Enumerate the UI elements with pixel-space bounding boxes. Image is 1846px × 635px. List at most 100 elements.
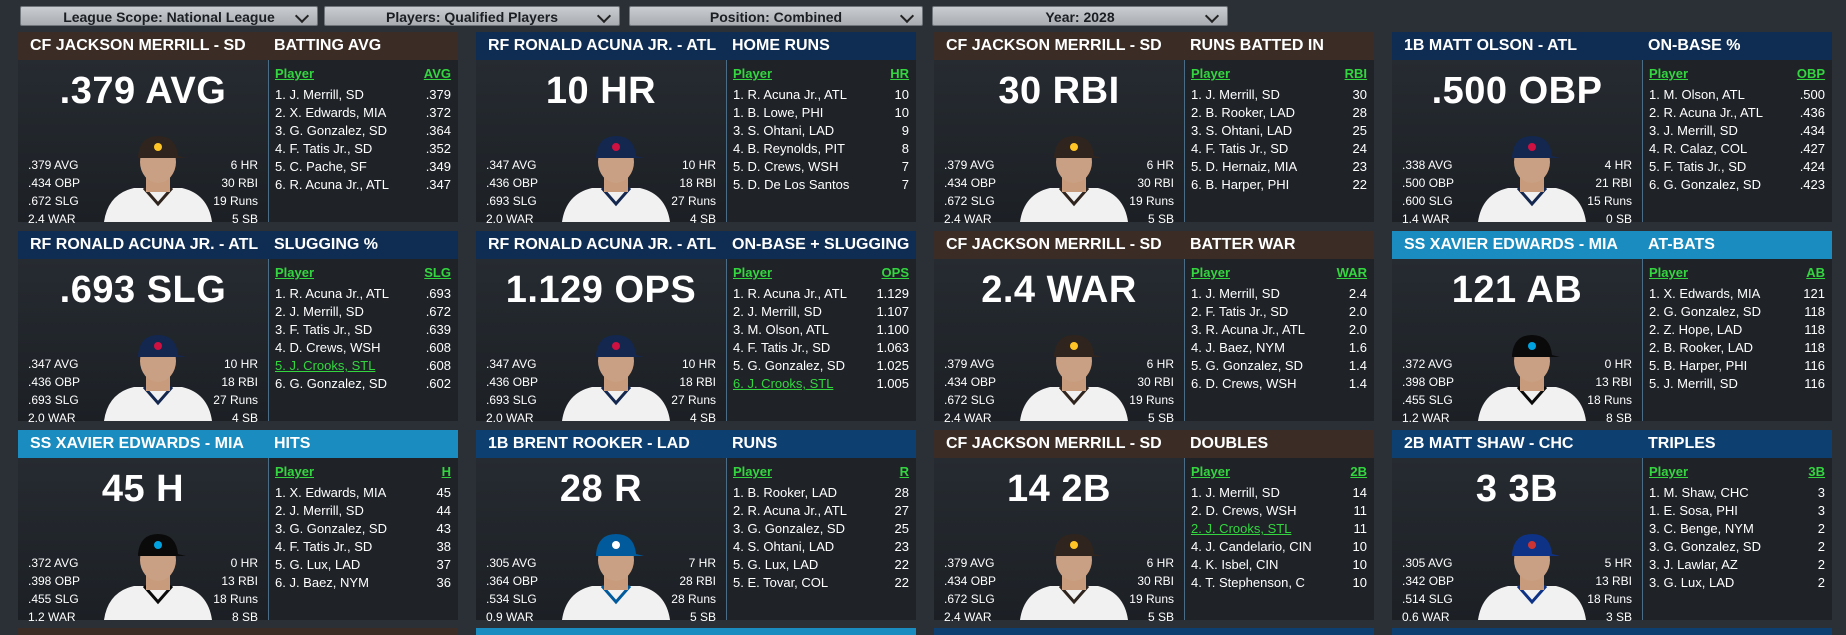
- leaderboard-row[interactable]: 1. J. Merrill, SD 2.4: [1185, 285, 1375, 303]
- leaderboard-row[interactable]: 2. R. Acuna Jr., ATL .436: [1643, 104, 1833, 122]
- leaderboard-row[interactable]: 2. R. Acuna Jr., ATL 27: [727, 502, 917, 520]
- leaderboard-row[interactable]: 5. D. Crews, WSH 7: [727, 158, 917, 176]
- leaderboard-row[interactable]: 4. R. Calaz, COL .427: [1643, 140, 1833, 158]
- row-player[interactable]: 5. J. Crooks, STL: [275, 358, 376, 373]
- leaderboard-row[interactable]: 1. R. Acuna Jr., ATL .693: [269, 285, 459, 303]
- player-column-header[interactable]: Player: [733, 464, 773, 479]
- leaderboard-row[interactable]: 2. D. Crews, WSH 11: [1185, 502, 1375, 520]
- leaderboard-row[interactable]: 1. R. Acuna Jr., ATL 10: [727, 86, 917, 104]
- player-name[interactable]: CF JACKSON MERRILL - SD: [946, 37, 1162, 54]
- leaderboard-row[interactable]: 1. E. Sosa, PHI 3: [1643, 502, 1833, 520]
- leaderboard-row[interactable]: 5. G. Gonzalez, SD 1.025: [727, 357, 917, 375]
- player-name[interactable]: RF RONALD ACUNA JR. - ATL: [488, 236, 717, 253]
- leader-card[interactable]: 1B MATT OLSON - ATL ON-BASE % .500 OBP .338…: [1392, 32, 1833, 226]
- leaderboard-row[interactable]: 6. G. Gonzalez, SD .602: [269, 375, 459, 393]
- stat-column-header[interactable]: R: [899, 464, 909, 479]
- leaderboard-row[interactable]: 4. F. Tatis Jr., SD .352: [269, 140, 459, 158]
- leader-card[interactable]: CF JACKSON MERRILL - SD RUNS BATTED IN 30 …: [934, 32, 1375, 226]
- leaderboard-row[interactable]: 3. S. Ohtani, LAD 9: [727, 122, 917, 140]
- leaderboard-row[interactable]: 5. G. Lux, LAD 37: [269, 556, 459, 574]
- player-name[interactable]: RF RONALD ACUNA JR. - ATL: [30, 236, 259, 253]
- leaderboard-row[interactable]: 4. T. Stephenson, C 10: [1185, 574, 1375, 592]
- player-name[interactable]: CF JACKSON MERRILL - SD: [946, 236, 1162, 253]
- leader-card[interactable]: RF RONALD ACUNA JR. - ATL HOME RUNS 10 HR.…: [476, 32, 917, 226]
- stat-column-header[interactable]: WAR: [1336, 265, 1367, 280]
- leaderboard-row[interactable]: 1. J. Merrill, SD .379: [269, 86, 459, 104]
- leaderboard-row[interactable]: 2. X. Edwards, MIA .372: [269, 104, 459, 122]
- leader-card[interactable]: 1B BRENT ROOKER - LAD RUNS 28 R .305 AVG .36…: [476, 430, 917, 624]
- leaderboard-row[interactable]: 2. G. Gonzalez, SD 118: [1643, 303, 1833, 321]
- player-name[interactable]: SS XAVIER EDWARDS - MIA: [30, 435, 244, 452]
- player-column-header[interactable]: Player: [1649, 265, 1689, 280]
- player-column-header[interactable]: Player: [275, 66, 315, 81]
- leaderboard-row[interactable]: 2. J. Merrill, SD 1.107: [727, 303, 917, 321]
- player-name[interactable]: 2B MATT SHAW - CHC: [1404, 435, 1574, 452]
- leaderboard-row[interactable]: 3. F. Tatis Jr., SD .639: [269, 321, 459, 339]
- leaderboard-row[interactable]: 5. F. Tatis Jr., SD .424: [1643, 158, 1833, 176]
- player-column-header[interactable]: Player: [733, 265, 773, 280]
- player-name[interactable]: 1B MATT OLSON - ATL: [1404, 37, 1578, 54]
- leaderboard-row[interactable]: 5. B. Harper, PHI 116: [1643, 357, 1833, 375]
- player-column-header[interactable]: Player: [1191, 265, 1231, 280]
- row-player[interactable]: 6. J. Crooks, STL: [733, 376, 834, 391]
- player-column-header[interactable]: Player: [1191, 66, 1231, 81]
- leaderboard-row[interactable]: 2. Z. Hope, LAD 118: [1643, 321, 1833, 339]
- stat-column-header[interactable]: OPS: [881, 265, 909, 280]
- leaderboard-row[interactable]: 5. J. Merrill, SD 116: [1643, 375, 1833, 393]
- stat-column-header[interactable]: 2B: [1350, 464, 1367, 479]
- stat-column-header[interactable]: 3B: [1808, 464, 1825, 479]
- leaderboard-row[interactable]: 5. G. Lux, LAD 22: [727, 556, 917, 574]
- leaderboard-row[interactable]: 2. J. Merrill, SD .672: [269, 303, 459, 321]
- leaderboard-row[interactable]: 4. K. Isbel, CIN 10: [1185, 556, 1375, 574]
- leaderboard-row[interactable]: 3. S. Ohtani, LAD 25: [1185, 122, 1375, 140]
- leaderboard-row[interactable]: 2. F. Tatis Jr., SD 2.0: [1185, 303, 1375, 321]
- leaderboard-row[interactable]: 3. G. Gonzalez, SD .364: [269, 122, 459, 140]
- leaderboard-row[interactable]: 3. R. Acuna Jr., ATL 2.0: [1185, 321, 1375, 339]
- year-dropdown[interactable]: Year: 2028: [932, 6, 1228, 26]
- leader-card[interactable]: RF RONALD ACUNA JR. - ATL ON-BASE + SLUGG…: [476, 231, 917, 425]
- player-column-header[interactable]: Player: [275, 464, 315, 479]
- leaderboard-row[interactable]: 4. D. Crews, WSH .608: [269, 339, 459, 357]
- leaderboard-row[interactable]: 6. D. Crews, WSH 1.4: [1185, 375, 1375, 393]
- leader-card[interactable]: 2B MATT SHAW - CHC TRIPLES 3 3B .305 AVG .34…: [1392, 430, 1833, 624]
- leaderboard-row[interactable]: 6. G. Gonzalez, SD .423: [1643, 176, 1833, 194]
- stat-column-header[interactable]: HR: [890, 66, 909, 81]
- leaderboard-row[interactable]: 3. M. Olson, ATL 1.100: [727, 321, 917, 339]
- leaderboard-row[interactable]: 1. M. Olson, ATL .500: [1643, 86, 1833, 104]
- leaderboard-row[interactable]: 4. B. Reynolds, PIT 8: [727, 140, 917, 158]
- position-dropdown[interactable]: Position: Combined: [629, 6, 923, 26]
- stat-column-header[interactable]: H: [441, 464, 451, 479]
- stat-column-header[interactable]: RBI: [1344, 66, 1367, 81]
- leaderboard-row[interactable]: 3. J. Merrill, SD .434: [1643, 122, 1833, 140]
- leaderboard-row[interactable]: 4. S. Ohtani, LAD 23: [727, 538, 917, 556]
- leaderboard-row[interactable]: 1. B. Rooker, LAD 28: [727, 484, 917, 502]
- leaderboard-row[interactable]: 5. D. Hernaiz, MIA 23: [1185, 158, 1375, 176]
- leaderboard-row[interactable]: 3. G. Gonzalez, SD 25: [727, 520, 917, 538]
- leaderboard-row[interactable]: 2. B. Rooker, LAD 28: [1185, 104, 1375, 122]
- leaderboard-row[interactable]: 6. B. Harper, PHI 22: [1185, 176, 1375, 194]
- stat-column-header[interactable]: SLG: [424, 265, 451, 280]
- leaderboard-row[interactable]: 6. J. Crooks, STL 1.005: [727, 375, 917, 393]
- leader-card[interactable]: CF JACKSON MERRILL - SD DOUBLES 14 2B .379 …: [934, 430, 1375, 624]
- leaderboard-row[interactable]: 5. C. Pache, SF .349: [269, 158, 459, 176]
- leaderboard-row[interactable]: 2. J. Crooks, STL 11: [1185, 520, 1375, 538]
- stat-column-header[interactable]: OBP: [1796, 66, 1825, 81]
- leaderboard-row[interactable]: 3. J. Lawlar, AZ 2: [1643, 556, 1833, 574]
- leaderboard-row[interactable]: 4. F. Tatis Jr., SD 24: [1185, 140, 1375, 158]
- leaderboard-row[interactable]: 1. J. Merrill, SD 30: [1185, 86, 1375, 104]
- leaderboard-row[interactable]: 3. C. Benge, NYM 2: [1643, 520, 1833, 538]
- leaderboard-row[interactable]: 2. J. Merrill, SD 44: [269, 502, 459, 520]
- leaderboard-row[interactable]: 2. B. Rooker, LAD 118: [1643, 339, 1833, 357]
- leaderboard-row[interactable]: 1. X. Edwards, MIA 45: [269, 484, 459, 502]
- leaderboard-row[interactable]: 4. J. Candelario, CIN 10: [1185, 538, 1375, 556]
- leaderboard-row[interactable]: 1. R. Acuna Jr., ATL 1.129: [727, 285, 917, 303]
- leaderboard-row[interactable]: 4. J. Baez, NYM 1.6: [1185, 339, 1375, 357]
- leaderboard-row[interactable]: 6. R. Acuna Jr., ATL .347: [269, 176, 459, 194]
- leaderboard-row[interactable]: 6. J. Baez, NYM 36: [269, 574, 459, 592]
- player-column-header[interactable]: Player: [1649, 464, 1689, 479]
- leader-card[interactable]: CF JACKSON MERRILL - SD BATTER WAR 2.4 WAR…: [934, 231, 1375, 425]
- leader-card[interactable]: RF RONALD ACUNA JR. - ATL SLUGGING % .693 …: [18, 231, 459, 425]
- leaderboard-row[interactable]: 1. M. Shaw, CHC 3: [1643, 484, 1833, 502]
- leader-card[interactable]: SS XAVIER EDWARDS - MIA HITS 45 H .372 AVG.…: [18, 430, 459, 624]
- leaderboard-row[interactable]: 1. X. Edwards, MIA 121: [1643, 285, 1833, 303]
